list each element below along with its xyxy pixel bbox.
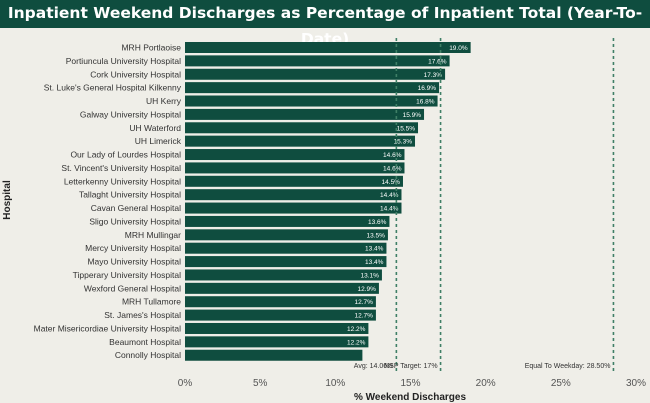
data-label: 14.6%	[383, 165, 402, 172]
bar[interactable]	[185, 229, 388, 241]
data-label: 16.9%	[418, 85, 437, 92]
x-axis-ticks: 0% 5% 10% 15% 20% 25% 30%	[178, 378, 646, 389]
x-axis-label: % Weekend Discharges	[354, 392, 467, 403]
bar[interactable]	[185, 55, 450, 67]
category-label: Wexford General Hospital	[84, 283, 181, 293]
bars-layer: 19.0%17.6% 17.3% 16.9% 16.8% 15.9% 15.5% 15.3%…	[185, 42, 471, 361]
bar[interactable]	[185, 42, 471, 53]
category-label: UH Kerry	[146, 96, 182, 106]
bar[interactable]	[185, 149, 405, 161]
equal-to-weekday-label: Equal To Weekday: 28.50%	[525, 363, 611, 370]
data-label: 15.3%	[394, 139, 413, 146]
bar[interactable]	[185, 322, 369, 334]
category-label: MRH Portlaoise	[121, 43, 181, 53]
category-label: St. James's Hospital	[104, 310, 181, 320]
data-label: 12.9%	[357, 286, 376, 293]
data-label: 15.5%	[397, 125, 416, 132]
category-label: Connolly Hospital	[115, 350, 181, 360]
data-label: 14.6%	[383, 152, 402, 159]
x-tick-label: 5%	[253, 378, 268, 389]
chart-title: Inpatient Weekend Discharges as Percenta…	[0, 0, 650, 48]
category-label: Portiuncula University Hospital	[66, 56, 181, 66]
x-tick-label: 25%	[551, 378, 571, 389]
category-label: Beaumont Hospital	[109, 337, 181, 347]
reference-lines-layer: Avg: 14.06%NSP Target: 17% Equal To Weekd…	[354, 38, 615, 371]
category-label: Our Lady of Lourdes Hospital	[70, 150, 181, 160]
data-label: 14.4%	[380, 192, 399, 199]
category-label: UH Waterford	[129, 123, 181, 133]
category-label: Cork University Hospital	[90, 69, 181, 79]
category-label: Cavan General Hospital	[91, 203, 181, 213]
bar[interactable]	[185, 296, 376, 308]
bar[interactable]	[185, 309, 376, 321]
x-tick-label: 30%	[626, 378, 646, 389]
data-label: 13.1%	[360, 272, 379, 279]
category-label: Tallaght University Hospital	[79, 190, 181, 200]
data-label: 19.0%	[449, 45, 468, 52]
x-tick-label: 15%	[400, 378, 420, 389]
bar[interactable]	[185, 162, 405, 174]
nsp-target-label: NSP Target: 17%	[384, 363, 437, 370]
x-tick-label: 20%	[476, 378, 496, 389]
bar[interactable]	[185, 336, 369, 348]
category-label: MRH Tullamore	[122, 297, 181, 307]
bar[interactable]	[185, 282, 379, 294]
category-label: Sligo University Hospital	[89, 216, 181, 226]
bar[interactable]	[185, 189, 402, 201]
bar[interactable]	[185, 108, 425, 120]
bar[interactable]	[185, 269, 382, 281]
data-label: 12.7%	[354, 313, 373, 320]
category-label: UH Limerick	[135, 136, 182, 146]
data-label: 13.4%	[365, 246, 384, 253]
category-label: Mercy University Hospital	[85, 243, 181, 253]
bar[interactable]	[185, 95, 438, 107]
bar[interactable]	[185, 175, 403, 187]
data-label: 13.4%	[365, 259, 384, 266]
bar[interactable]	[185, 202, 402, 214]
x-tick-label: 0%	[178, 378, 193, 389]
data-label: 17.3%	[424, 72, 443, 79]
data-label: 12.2%	[347, 339, 366, 346]
data-label: 12.7%	[354, 299, 373, 306]
bar[interactable]	[185, 82, 440, 94]
data-label: 13.6%	[368, 219, 387, 226]
category-label: Galway University Hospital	[80, 109, 181, 119]
category-label: St. Vincent's University Hospital	[61, 163, 181, 173]
bar[interactable]	[185, 215, 390, 227]
bar[interactable]	[185, 256, 387, 268]
category-label: Tipperary University Hospital	[73, 270, 181, 280]
category-label: Letterkenny University Hospital	[64, 176, 181, 186]
bar[interactable]	[185, 349, 363, 361]
data-label: 12.2%	[347, 326, 366, 333]
data-label: 15.9%	[403, 112, 422, 119]
y-axis-label: Hospital	[2, 180, 13, 220]
category-label: MRH Mullingar	[125, 230, 181, 240]
data-label: 13.5%	[367, 232, 386, 239]
bar[interactable]	[185, 135, 416, 147]
data-label: 17.6%	[428, 58, 447, 65]
data-label: 14.5%	[382, 179, 401, 186]
bar[interactable]	[185, 242, 387, 254]
category-label: Mater Misericordiae University Hospital	[34, 323, 181, 333]
x-tick-label: 10%	[325, 378, 345, 389]
data-label: 16.8%	[416, 99, 435, 106]
bar[interactable]	[185, 122, 419, 134]
category-labels: MRH Portlaoise Portiuncula University Hos…	[34, 43, 182, 361]
average-label: Avg: 14.06%	[354, 363, 394, 370]
category-label: Mayo University Hospital	[87, 257, 181, 267]
data-label: 14.4%	[380, 206, 399, 213]
category-label: St. Luke's General Hospital Kilkenny	[44, 83, 182, 93]
bar[interactable]	[185, 68, 446, 80]
